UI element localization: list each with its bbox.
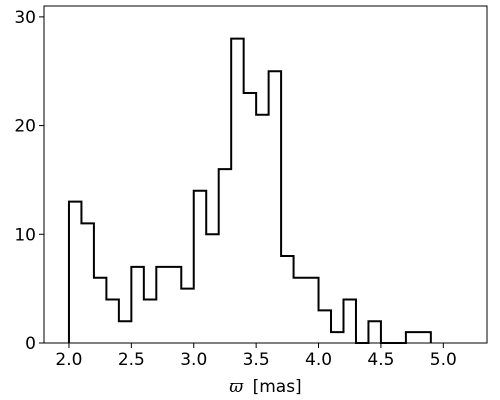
axes-frame	[43, 5, 488, 344]
histogram-bin	[256, 115, 268, 343]
histogram-bin	[81, 223, 93, 343]
histogram-bin	[269, 71, 281, 343]
x-tick-label: 3.5	[243, 350, 270, 370]
histogram-bin	[219, 169, 231, 343]
histogram-bin	[319, 310, 331, 343]
histogram-bin	[294, 278, 306, 343]
histogram-bin	[343, 300, 355, 343]
y-tick-label: 10	[14, 225, 36, 245]
histogram-bin	[281, 256, 293, 343]
histogram-bin	[94, 278, 106, 343]
histogram-bin	[306, 278, 318, 343]
histogram-bin	[144, 300, 156, 343]
histogram-bin	[131, 267, 143, 343]
histogram-bin	[106, 300, 118, 343]
histogram-bin	[69, 202, 81, 343]
y-tick-label: 30	[14, 8, 36, 28]
x-tick-label: 2.0	[55, 350, 82, 370]
histogram-bin	[244, 93, 256, 343]
x-axis-label-symbol: ϖ	[229, 377, 244, 397]
x-tick-label: 4.0	[305, 350, 332, 370]
histogram-bin	[368, 321, 380, 343]
x-tick-label: 2.5	[118, 350, 145, 370]
histogram-bin	[119, 321, 131, 343]
x-tick-label: 4.5	[367, 350, 394, 370]
histogram-bin	[406, 332, 418, 343]
x-axis-ticks: 2.0 2.5 3.0 3.5 4.0 4.5 5.0	[55, 343, 457, 370]
histogram-bin	[194, 191, 206, 343]
histogram-bin	[169, 267, 181, 343]
histogram-outline	[67, 37, 432, 344]
x-tick-label: 5.0	[430, 350, 457, 370]
histogram-bin	[156, 267, 168, 343]
y-tick-label: 0	[25, 334, 36, 354]
histogram-bin	[231, 39, 243, 343]
histogram-bin	[206, 234, 218, 343]
histogram-bin	[331, 332, 343, 343]
plot-area	[67, 37, 432, 344]
x-axis-label-unit: [mas]	[253, 377, 302, 397]
histogram-bin	[181, 289, 193, 343]
y-tick-label: 20	[14, 117, 36, 137]
x-tick-label: 3.0	[180, 350, 207, 370]
x-axis-label: ϖ [mas]	[229, 377, 301, 397]
y-axis-ticks: 0 10 20 30	[14, 8, 44, 354]
histogram-bin	[418, 332, 430, 343]
